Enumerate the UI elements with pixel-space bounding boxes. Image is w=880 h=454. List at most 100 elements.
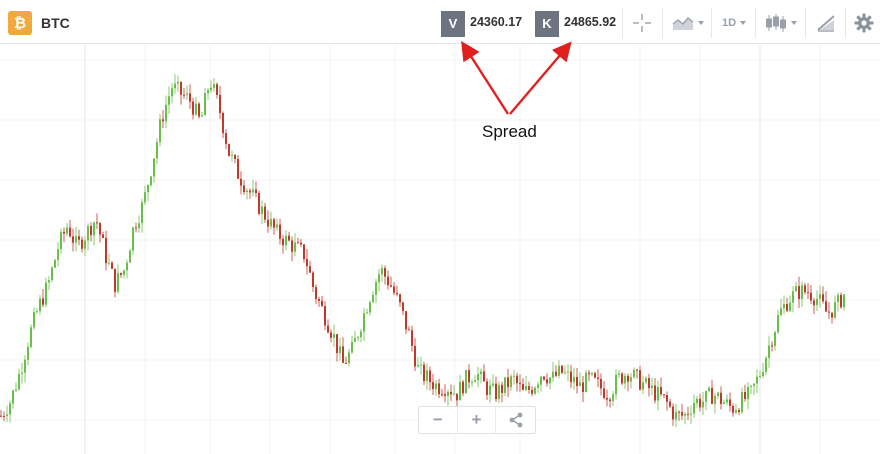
candle-body xyxy=(93,222,95,236)
drawing-tool-icon[interactable] xyxy=(810,8,842,38)
candle-body xyxy=(573,376,575,383)
candle-body xyxy=(303,244,305,260)
candle-body xyxy=(516,375,518,384)
candle-body xyxy=(759,375,761,377)
candle-body xyxy=(309,266,311,273)
price-chart[interactable] xyxy=(0,45,880,454)
candle-body xyxy=(690,413,692,415)
interval-label: 1D xyxy=(721,17,737,29)
candle-body xyxy=(408,329,410,331)
zoom-out-button[interactable]: − xyxy=(419,407,458,433)
candle-body xyxy=(651,385,653,389)
candle-body xyxy=(318,298,320,301)
candle-body xyxy=(486,381,488,395)
candle-body xyxy=(783,304,785,309)
candle-body xyxy=(720,392,722,404)
candle-body xyxy=(126,262,128,271)
candle-body xyxy=(816,298,818,306)
buy-tag[interactable]: K xyxy=(535,11,559,37)
candle-style-icon[interactable] xyxy=(760,8,802,38)
candle-body xyxy=(798,286,800,299)
candle-body xyxy=(135,227,137,229)
candle-body xyxy=(594,373,596,378)
candle-body xyxy=(24,359,26,373)
candle-body xyxy=(546,379,548,384)
candle-body xyxy=(147,185,149,193)
candle-body xyxy=(498,384,500,399)
candle-body xyxy=(789,302,791,311)
candle-body xyxy=(180,81,182,95)
candle-body xyxy=(768,345,770,358)
buy-price[interactable]: 24865.92 xyxy=(564,15,617,29)
candle-body xyxy=(543,376,545,380)
sell-price[interactable]: 24360.17 xyxy=(470,15,523,29)
candle-body xyxy=(153,158,155,177)
instrument-symbol: BTC xyxy=(41,15,70,31)
candle-body xyxy=(387,276,389,286)
candle-body xyxy=(288,235,290,241)
candle-body xyxy=(237,158,239,179)
candle-body xyxy=(351,341,353,353)
toolbar-divider xyxy=(845,8,846,38)
candle-body xyxy=(417,365,419,367)
chevron-down-icon xyxy=(740,21,747,25)
candle-body xyxy=(15,389,17,391)
candle-body xyxy=(732,406,734,413)
zoom-in-button[interactable]: + xyxy=(458,407,497,433)
candle-body xyxy=(207,90,209,94)
candle-body xyxy=(474,380,476,382)
candle-body xyxy=(261,206,263,215)
candle-body xyxy=(48,280,50,283)
candle-body xyxy=(399,294,401,303)
interval-select[interactable]: 1D xyxy=(716,8,752,38)
sell-tag[interactable]: V xyxy=(441,11,465,37)
settings-gear-icon[interactable] xyxy=(850,8,878,38)
candle-body xyxy=(201,115,203,117)
candle-body xyxy=(81,239,83,249)
candle-body xyxy=(279,224,281,239)
candle-body xyxy=(258,193,260,215)
candle-body xyxy=(786,304,788,311)
candle-body xyxy=(384,268,386,277)
crosshair-icon[interactable] xyxy=(625,8,659,38)
candle-body xyxy=(3,415,5,417)
candle-body xyxy=(840,294,842,308)
candle-body xyxy=(504,377,506,393)
candle-body xyxy=(357,337,359,339)
candle-body xyxy=(54,259,56,268)
candle-body xyxy=(507,377,509,388)
candle-body xyxy=(741,392,743,413)
candle-body xyxy=(672,406,674,420)
candle-body xyxy=(570,371,572,383)
chart-type-icon[interactable] xyxy=(668,8,708,38)
candle-body xyxy=(603,388,605,398)
candle-body xyxy=(156,141,158,159)
candle-body xyxy=(249,190,251,193)
share-icon[interactable] xyxy=(496,407,535,433)
candle-body xyxy=(33,312,35,328)
candle-body xyxy=(777,315,779,333)
candle-body xyxy=(198,103,200,117)
candle-body xyxy=(27,346,29,360)
candle-body xyxy=(678,411,680,413)
candle-body xyxy=(807,292,809,294)
candle-body xyxy=(348,352,350,364)
candle-body xyxy=(372,294,374,303)
candle-body xyxy=(519,383,521,385)
candle-body xyxy=(738,410,740,413)
candle-body xyxy=(378,274,380,283)
candle-body xyxy=(780,308,782,316)
candle-body xyxy=(513,375,515,377)
candle-body xyxy=(714,395,716,404)
candle-body xyxy=(801,285,803,299)
candle-body xyxy=(747,386,749,399)
candle-body xyxy=(363,313,365,332)
candle-body xyxy=(321,300,323,307)
toolbar-divider xyxy=(755,8,756,38)
candle-body xyxy=(402,302,404,312)
candle-body xyxy=(735,410,737,413)
candle-body xyxy=(726,399,728,403)
toolbar-divider xyxy=(622,8,623,38)
candle-body xyxy=(681,412,683,416)
